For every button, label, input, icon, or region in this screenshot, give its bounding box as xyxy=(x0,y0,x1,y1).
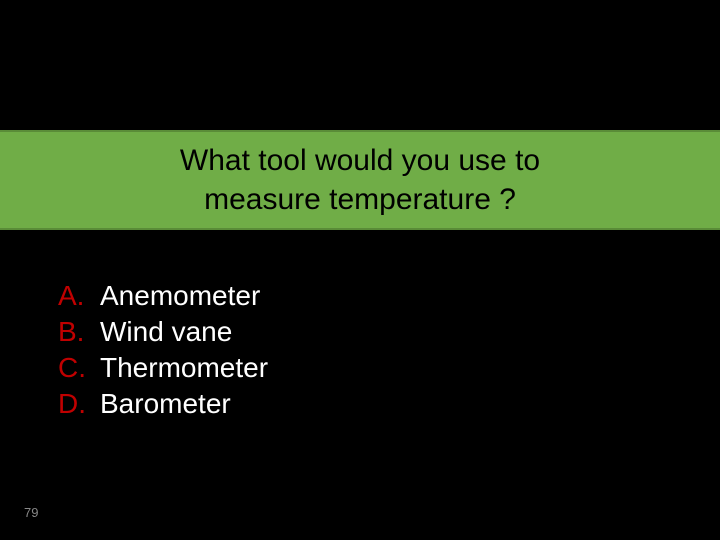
options-list: A. Anemometer B. Wind vane C. Thermomete… xyxy=(58,280,268,424)
option-a: A. Anemometer xyxy=(58,280,268,312)
option-text: Anemometer xyxy=(100,280,260,312)
option-letter: A. xyxy=(58,280,100,312)
title-line-2: measure temperature ? xyxy=(204,183,516,216)
option-d: D. Barometer xyxy=(58,388,268,420)
question-title: What tool would you use to measure tempe… xyxy=(160,141,560,219)
title-banner: What tool would you use to measure tempe… xyxy=(0,130,720,230)
slide-number: 79 xyxy=(24,505,38,520)
option-text: Thermometer xyxy=(100,352,268,384)
option-text: Barometer xyxy=(100,388,231,420)
title-line-1: What tool would you use to xyxy=(180,144,540,177)
option-letter: C. xyxy=(58,352,100,384)
option-b: B. Wind vane xyxy=(58,316,268,348)
option-letter: D. xyxy=(58,388,100,420)
option-text: Wind vane xyxy=(100,316,232,348)
option-c: C. Thermometer xyxy=(58,352,268,384)
option-letter: B. xyxy=(58,316,100,348)
